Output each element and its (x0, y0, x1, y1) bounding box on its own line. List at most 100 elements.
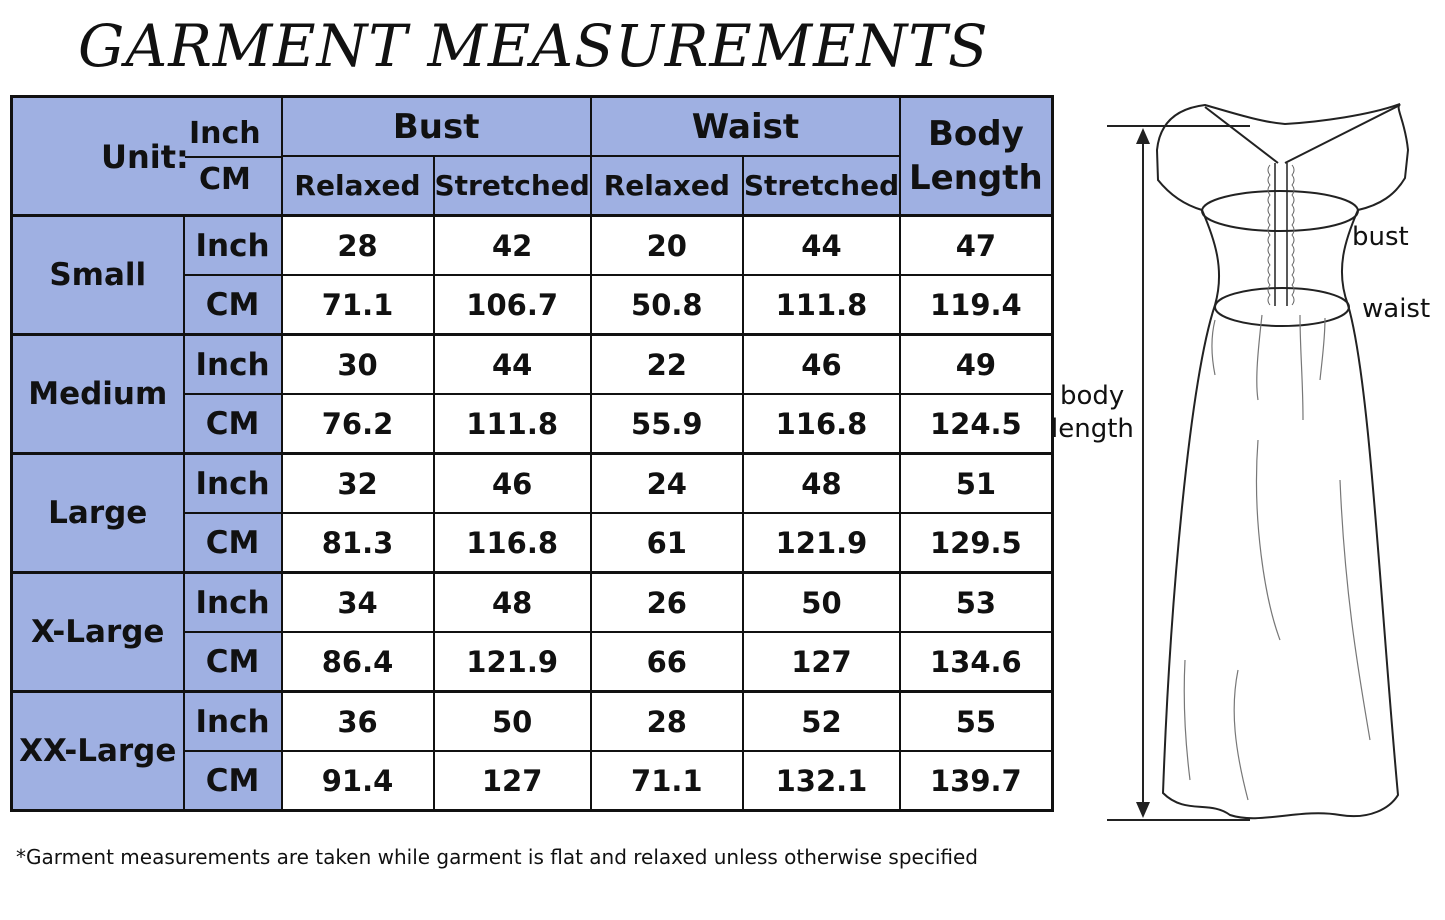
measurement-cell: 116.8 (741, 393, 902, 455)
unit-divider (185, 156, 283, 158)
measurement-cell: 111.8 (432, 393, 592, 455)
bust-label: bust (1352, 222, 1409, 252)
measurement-cell: 127 (741, 631, 902, 693)
measurement-cell: 91.4 (280, 750, 435, 812)
table-row: CM 91.4 127 71.1 132.1 139.7 (12, 750, 1054, 812)
row-unit: Inch (182, 571, 283, 633)
unit-header: Unit: Inch CM (10, 95, 283, 217)
table-row: CM 71.1 106.7 50.8 111.8 119.4 (12, 274, 1054, 336)
measurement-cell: 36 (280, 690, 435, 752)
measurement-cell: 121.9 (741, 512, 902, 574)
size-name: XX-Large (10, 690, 185, 812)
table-row: CM 81.3 116.8 61 121.9 129.5 (12, 512, 1054, 574)
measurement-cell: 139.7 (899, 750, 1054, 812)
measurement-cell: 42 (432, 214, 592, 276)
measurement-cell: 49 (899, 333, 1054, 395)
page-title: GARMENT MEASUREMENTS (78, 12, 989, 80)
measurement-cell: 44 (432, 333, 592, 395)
measurement-cell: 71.1 (589, 750, 744, 812)
measurement-cell: 132.1 (741, 750, 902, 812)
measurement-cell: 106.7 (432, 274, 592, 336)
measurement-cell: 51 (899, 452, 1054, 514)
row-unit: CM (182, 393, 283, 455)
measurement-cell: 111.8 (741, 274, 902, 336)
neckline (1204, 104, 1401, 164)
measurement-cell: 50.8 (589, 274, 744, 336)
measurement-cell: 50 (432, 690, 592, 752)
fabric-folds (1183, 314, 1371, 801)
unit-cm: CM (199, 162, 251, 197)
bust-measure-line (1201, 190, 1359, 232)
row-unit: Inch (182, 214, 283, 276)
footnote: *Garment measurements are taken while ga… (16, 845, 979, 869)
size-name: X-Large (10, 571, 185, 693)
bust-header: Bust (280, 95, 592, 157)
measurement-cell: 48 (741, 452, 902, 514)
waist-label: waist (1362, 294, 1431, 324)
measurement-cell: 46 (432, 452, 592, 514)
measurement-cell: 71.1 (280, 274, 435, 336)
table-row: Medium Inch 30 44 22 46 49 (10, 333, 1054, 455)
measurement-cell: 22 (589, 333, 744, 395)
size-name: Small (10, 214, 185, 336)
measurement-cell: 30 (280, 333, 435, 395)
row-unit: CM (182, 631, 283, 693)
body-length-header: Body Length (899, 95, 1054, 217)
dress-outline (1155, 103, 1410, 820)
measurement-cell: 86.4 (280, 631, 435, 693)
body-label: body (1060, 381, 1125, 411)
measurement-cell: 81.3 (280, 512, 435, 574)
measurement-cell: 44 (741, 214, 902, 276)
measurement-cell: 129.5 (899, 512, 1054, 574)
measurement-cell: 55.9 (589, 393, 744, 455)
unit-label: Unit: (101, 138, 189, 176)
measurement-cell: 32 (280, 452, 435, 514)
row-unit: Inch (182, 690, 283, 752)
measurement-cell: 48 (432, 571, 592, 633)
measurement-cell: 26 (589, 571, 744, 633)
measurement-cell: 55 (899, 690, 1054, 752)
size-name: Large (10, 452, 185, 574)
ruffle-detail (1267, 164, 1295, 306)
waist-stretched-header: Stretched (741, 155, 902, 217)
length-label: length (1051, 414, 1134, 444)
row-unit: Inch (182, 333, 283, 395)
measurement-cell: 127 (432, 750, 592, 812)
measurement-cell: 24 (589, 452, 744, 514)
row-unit: Inch (182, 452, 283, 514)
bust-stretched-header: Stretched (432, 155, 592, 217)
measurement-cell: 53 (899, 571, 1054, 633)
measurement-cell: 46 (741, 333, 902, 395)
table-row: Small Inch 28 42 20 44 47 (10, 214, 1054, 336)
measurement-cell: 116.8 (432, 512, 592, 574)
waist-measure-line (1214, 287, 1350, 327)
measurement-cell: 76.2 (280, 393, 435, 455)
measurement-cell: 66 (589, 631, 744, 693)
measurement-cell: 50 (741, 571, 902, 633)
table-row: CM 76.2 111.8 55.9 116.8 124.5 (12, 393, 1054, 455)
row-unit: CM (182, 274, 283, 336)
measurement-cell: 61 (589, 512, 744, 574)
center-ruffle (1274, 163, 1288, 306)
row-unit: CM (182, 512, 283, 574)
waist-relaxed-header: Relaxed (589, 155, 744, 217)
table-row: XX-Large Inch 36 50 28 52 55 (10, 690, 1054, 812)
measurement-cell: 124.5 (899, 393, 1054, 455)
measurement-cell: 20 (589, 214, 744, 276)
measurement-cell: 28 (589, 690, 744, 752)
table-row: CM 86.4 121.9 66 127 134.6 (12, 631, 1054, 693)
row-unit: CM (182, 750, 283, 812)
measurement-cell: 47 (899, 214, 1054, 276)
bust-relaxed-header: Relaxed (280, 155, 435, 217)
measurement-cell: 121.9 (432, 631, 592, 693)
table-row: Large Inch 32 46 24 48 51 (10, 452, 1054, 574)
measurement-cell: 119.4 (899, 274, 1054, 336)
waist-header: Waist (589, 95, 902, 157)
size-chart-table: Unit: Inch CM Bust Waist Body Length Rela… (10, 95, 1054, 812)
unit-inch: Inch (189, 116, 261, 151)
measurement-cell: 34 (280, 571, 435, 633)
measurement-cell: 134.6 (899, 631, 1054, 693)
measurement-cell: 52 (741, 690, 902, 752)
table-row: X-Large Inch 34 48 26 50 53 (10, 571, 1054, 693)
